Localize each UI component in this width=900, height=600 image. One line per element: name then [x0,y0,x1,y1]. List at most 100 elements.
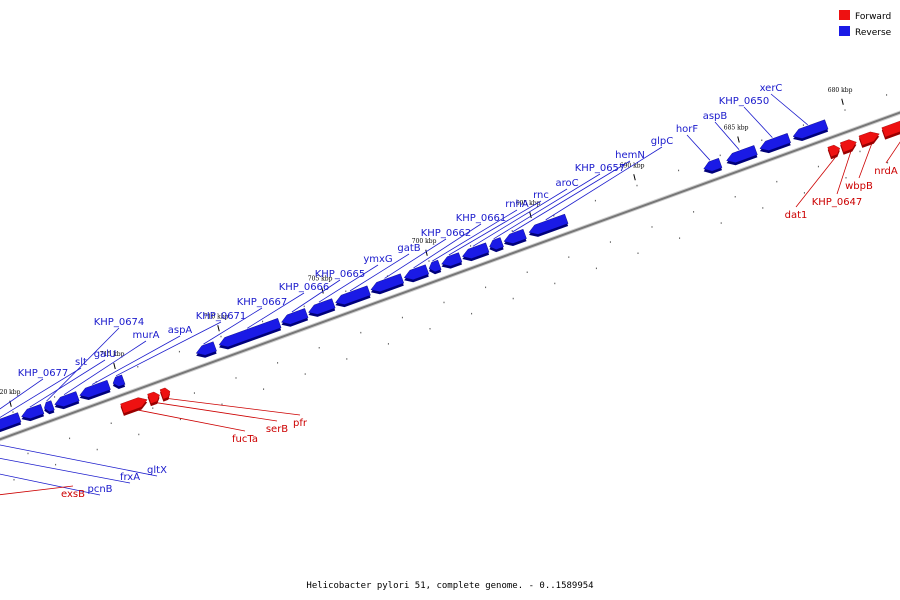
reverse-gene[interactable] [218,318,282,350]
gene-arrow[interactable] [147,391,160,404]
gene-label[interactable]: gatB [397,243,420,254]
forward-gene[interactable] [858,131,880,148]
gene-arrow[interactable] [44,400,55,413]
gene-arrow[interactable] [335,285,371,305]
gene-label[interactable]: aroC [555,178,578,189]
gene-label[interactable]: KHP_0677 [18,368,69,379]
forward-gene[interactable] [839,139,857,155]
gene-label[interactable]: hemN [615,150,645,161]
gene-label[interactable]: exsB [61,489,85,500]
gene-label[interactable]: KHP_0662 [421,228,472,239]
gene-arrow[interactable] [428,259,442,273]
gene-arrow[interactable] [120,397,148,414]
reverse-gene[interactable] [54,391,80,410]
gene-arrow[interactable] [489,237,504,250]
reverse-gene[interactable] [489,237,504,253]
gene-label[interactable]: gltX [147,465,167,476]
forward-gene[interactable] [881,114,900,140]
reverse-gene[interactable] [462,242,490,262]
gene-arrow[interactable] [21,404,45,419]
forward-gene[interactable] [147,391,160,407]
gene-label[interactable]: KHP_0650 [719,96,770,107]
reverse-gene[interactable] [44,400,55,415]
forward-gene[interactable] [827,144,841,160]
gene-arrow[interactable] [281,308,309,325]
gene-arrow[interactable] [159,387,171,400]
reverse-gene[interactable] [759,133,791,154]
forward-gene[interactable] [159,387,171,402]
gene-label[interactable]: rnhA [505,199,529,210]
gene-label[interactable]: serB [266,424,288,435]
gene-arrow[interactable] [726,145,758,163]
reverse-gene[interactable] [370,273,405,295]
reverse-gene[interactable] [403,264,430,283]
gene-arrow[interactable] [703,157,723,172]
reverse-gene[interactable] [308,298,336,317]
gene-label[interactable]: dat1 [785,210,808,221]
gene-arrow[interactable] [503,228,527,244]
gene-label[interactable]: KHP_0667 [237,297,288,308]
gene-label[interactable]: wbpB [845,181,873,192]
gene-arrow[interactable] [195,341,217,356]
gene-label[interactable]: glpC [651,136,673,147]
gene-arrow[interactable] [792,119,829,139]
reverse-gene[interactable] [503,228,527,246]
gene-arrow[interactable] [218,318,282,348]
gene-label[interactable]: xerC [760,83,783,94]
scale-tick: 685 kbp [724,125,749,143]
gene-arrow[interactable] [441,252,463,267]
reverse-gene[interactable] [703,157,723,174]
gene-arrow[interactable] [79,379,111,398]
gene-arrow[interactable] [881,114,900,138]
gene-label[interactable]: KHP_0647 [812,197,863,208]
reverse-gene[interactable] [792,119,829,141]
gene-arrow[interactable] [528,213,569,235]
reverse-gene[interactable] [79,379,111,400]
gene-label[interactable]: fucTa [232,434,258,445]
gene-leader-line [0,367,82,418]
gene-arrow[interactable] [858,131,880,146]
reverse-gene[interactable] [0,412,22,437]
reverse-gene[interactable] [21,404,45,422]
gene-label[interactable]: KHP_0665 [315,269,366,280]
gene-label[interactable]: horF [676,124,699,135]
gene-arrow[interactable] [370,273,405,293]
gene-label[interactable]: ymxG [363,254,392,265]
gene-leader-line [493,173,601,240]
gene-leader-line [413,223,482,269]
gene-label[interactable]: KHP_0661 [456,213,507,224]
gene-arrow[interactable] [839,139,857,153]
gene-arrow[interactable] [827,144,841,157]
gene-label[interactable]: frxA [120,472,140,483]
gene-label[interactable]: pfr [293,418,308,429]
gene-arrow[interactable] [759,133,791,151]
reverse-gene[interactable] [441,252,463,269]
reverse-gene[interactable] [112,374,126,389]
gene-label[interactable]: KHP_0671 [196,311,247,322]
gene-leader-line [885,141,900,164]
gene-arrow[interactable] [403,264,430,280]
gene-label[interactable]: KHP_0657 [575,163,626,174]
reverse-gene[interactable] [281,308,309,327]
gene-label[interactable]: nrdA [874,166,898,177]
gene-arrow[interactable] [112,374,126,387]
gene-label[interactable]: aspB [703,111,728,122]
reverse-gene[interactable] [195,341,217,358]
reverse-gene[interactable] [726,145,758,166]
reverse-gene[interactable] [335,285,371,308]
gene-label[interactable]: aspA [168,325,193,336]
reverse-gene[interactable] [528,213,569,237]
gene-label[interactable]: KHP_0666 [279,282,330,293]
gene-label[interactable]: galU [94,349,117,360]
gene-arrow[interactable] [54,391,80,407]
forward-gene[interactable] [120,397,148,416]
gene-arrow[interactable] [308,298,336,315]
gene-label[interactable]: KHP_0674 [94,317,145,328]
gene-label[interactable]: rnc [533,190,549,201]
gene-label[interactable]: slt [75,357,87,368]
reverse-gene[interactable] [428,259,442,275]
gene-arrow[interactable] [462,242,490,259]
gene-label[interactable]: murA [132,330,159,341]
gene-label[interactable]: pcnB [87,484,112,495]
gene-arrow[interactable] [0,412,22,434]
